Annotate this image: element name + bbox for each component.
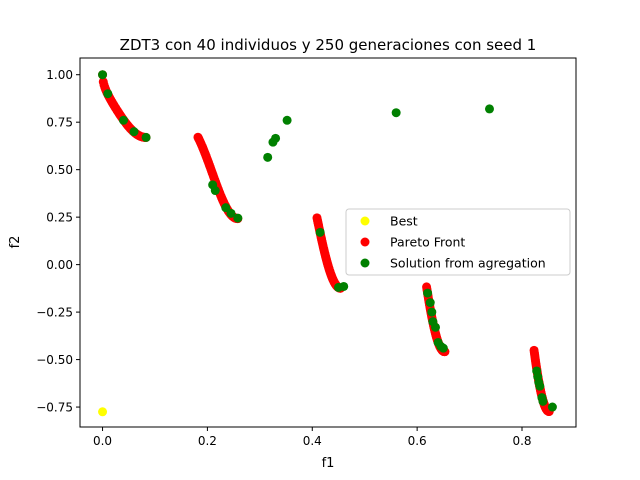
series-2-point bbox=[315, 227, 325, 237]
y-tick-label: −0.25 bbox=[36, 306, 73, 320]
series-2-point bbox=[141, 132, 151, 142]
y-axis-label: f2 bbox=[8, 236, 23, 249]
y-tick-label: 1.00 bbox=[46, 68, 73, 82]
series-2-point bbox=[233, 213, 243, 223]
series-2-point bbox=[391, 108, 401, 118]
series-2-point bbox=[438, 343, 448, 353]
series-2-point bbox=[221, 203, 231, 213]
y-tick-label: 0.00 bbox=[46, 258, 73, 272]
legend-label: Best bbox=[390, 214, 418, 229]
x-tick-label: 0.6 bbox=[408, 434, 427, 448]
y-axis: −0.75 −0.50 −0.25 0.00 0.25 0.50 0.75 1.00 bbox=[36, 68, 80, 415]
series-2-point bbox=[129, 127, 139, 137]
chart-title: ZDT3 con 40 individuos y 250 generacione… bbox=[120, 36, 537, 54]
series-2-point bbox=[425, 298, 435, 308]
series-2-point bbox=[282, 115, 292, 125]
series-2-point bbox=[226, 208, 236, 218]
legend: Best Pareto Front Solution from agregation bbox=[345, 208, 571, 276]
series-2-point bbox=[427, 307, 437, 317]
series-2-point bbox=[547, 402, 557, 412]
y-tick-label: −0.75 bbox=[36, 401, 73, 415]
series-2-point bbox=[423, 288, 433, 298]
series-2-point bbox=[271, 133, 281, 143]
plot-points bbox=[98, 70, 557, 417]
x-axis: 0.0 0.2 0.4 0.6 0.8 bbox=[93, 427, 532, 448]
series-2-point bbox=[538, 396, 548, 406]
x-tick-label: 0.8 bbox=[512, 434, 531, 448]
plot-frame bbox=[79, 57, 577, 428]
legend-marker bbox=[360, 216, 370, 226]
x-tick-label: 0.4 bbox=[303, 434, 322, 448]
legend-marker bbox=[360, 237, 370, 247]
legend-box bbox=[345, 208, 571, 276]
series-2-point bbox=[103, 89, 113, 99]
series-0-point bbox=[98, 407, 108, 417]
series-2-point bbox=[484, 104, 494, 114]
y-tick-label: 0.25 bbox=[46, 211, 73, 225]
series-2-point bbox=[98, 70, 108, 80]
series-2-point bbox=[339, 281, 349, 291]
series-2-point bbox=[263, 152, 273, 162]
x-axis-label: f1 bbox=[322, 456, 335, 471]
series-2-point bbox=[119, 115, 129, 125]
series-2-point bbox=[535, 381, 545, 391]
series-2-point bbox=[210, 186, 220, 196]
x-tick-label: 0.2 bbox=[198, 434, 217, 448]
y-tick-label: 0.50 bbox=[46, 163, 73, 177]
legend-label: Pareto Front bbox=[390, 235, 465, 250]
x-tick-label: 0.0 bbox=[93, 434, 112, 448]
y-tick-label: 0.75 bbox=[46, 116, 73, 130]
series-2-point bbox=[430, 322, 440, 332]
legend-label: Solution from agregation bbox=[390, 256, 546, 271]
y-tick-label: −0.50 bbox=[36, 353, 73, 367]
legend-marker bbox=[360, 258, 370, 268]
